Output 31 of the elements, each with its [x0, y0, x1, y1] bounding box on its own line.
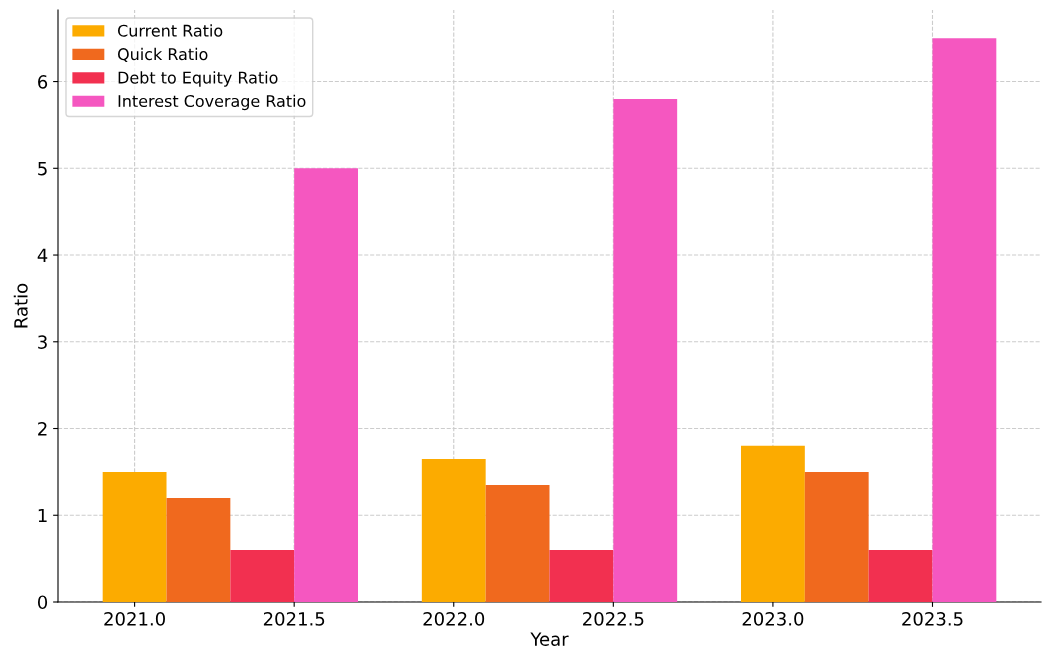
y-tick-label: 6 — [38, 75, 48, 89]
x-tick-label: 2022.5 — [583, 612, 644, 626]
y-tick-label: 2 — [38, 421, 47, 436]
y-axis-title: Ratio — [13, 283, 28, 328]
bar — [421, 458, 486, 602]
bar — [932, 38, 997, 602]
y-tick-label: 3 — [38, 335, 47, 349]
legend-label: Current Ratio — [117, 24, 223, 37]
bar — [230, 549, 295, 602]
x-tick-label: 2021.0 — [104, 612, 165, 626]
bar — [166, 497, 231, 602]
y-tick-label: 5 — [38, 162, 47, 176]
bar — [102, 471, 167, 602]
legend-label: Debt to Equity Ratio — [118, 71, 278, 87]
bar — [613, 98, 678, 602]
y-tick-label: 1 — [38, 508, 47, 523]
x-tick-label: 2023.5 — [902, 612, 963, 626]
bar — [740, 445, 805, 602]
x-axis-title: Year — [530, 632, 569, 646]
bar — [485, 484, 550, 602]
bar — [804, 471, 869, 602]
bar — [868, 549, 933, 602]
y-tick-label: 0 — [37, 595, 48, 610]
x-tick-label: 2021.5 — [263, 612, 325, 626]
bar — [294, 168, 359, 602]
bar — [549, 549, 614, 602]
x-tick-label: 2022.0 — [423, 612, 485, 626]
legend-label: Quick Ratio — [117, 47, 208, 63]
legend-label: Interest Coverage Ratio — [118, 94, 306, 111]
x-tick-label: 2023.0 — [742, 612, 804, 626]
y-tick-label: 4 — [37, 248, 48, 262]
